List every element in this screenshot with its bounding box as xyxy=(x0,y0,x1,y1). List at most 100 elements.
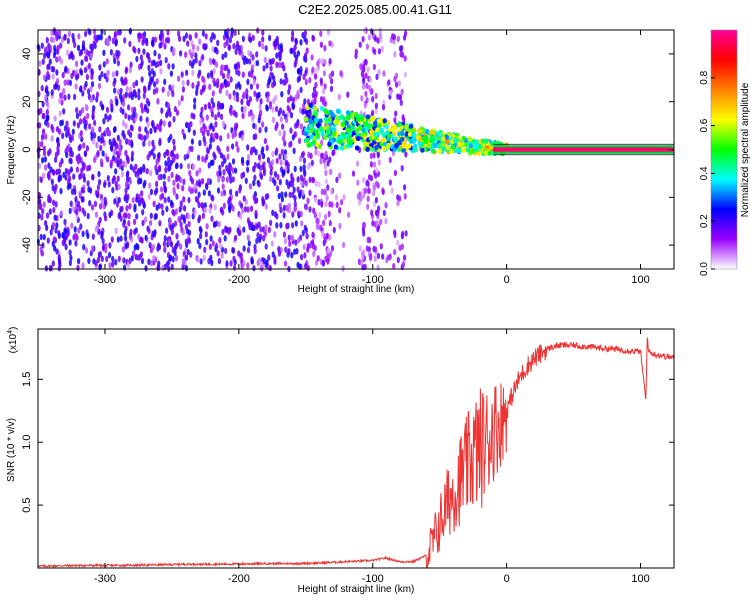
spectrogram-noise-mark xyxy=(314,180,318,187)
spectrogram-signal-mark xyxy=(330,112,335,118)
spectrogram-noise-mark xyxy=(124,149,128,157)
spectrogram-noise-mark xyxy=(266,157,270,164)
spectrogram-signal-mark xyxy=(366,123,372,129)
spectrogram-noise-mark xyxy=(363,27,367,34)
spectrogram-noise-mark xyxy=(82,162,86,169)
spectrogram-noise-mark xyxy=(124,212,128,219)
snr-series-line xyxy=(38,337,674,568)
spectrogram-noise-mark xyxy=(67,93,71,100)
spectrogram-noise-mark xyxy=(81,230,85,237)
spectrogram-noise-mark xyxy=(277,250,282,257)
spectrogram-noise-mark xyxy=(282,65,286,72)
spectrogram-noise-mark xyxy=(40,42,44,49)
spectrogram-signal-mark xyxy=(304,127,309,133)
spectrogram-noise-mark xyxy=(320,201,324,208)
spectrogram-noise-mark xyxy=(119,158,123,165)
spectrogram-noise-mark xyxy=(129,61,133,68)
spectrogram-noise-mark xyxy=(153,49,157,57)
spectrogram-noise-mark xyxy=(397,80,401,87)
spectrogram-noise-mark xyxy=(240,98,244,106)
snr-background xyxy=(38,329,674,568)
spectrogram-noise-mark xyxy=(298,155,303,162)
spectrogram-noise-mark xyxy=(137,88,141,95)
spectrogram-noise-mark xyxy=(54,151,59,158)
spectrogram-noise-mark xyxy=(248,183,253,190)
spectrogram-signal-mark xyxy=(421,136,427,142)
spectrogram-noise-mark xyxy=(124,235,128,242)
spectrogram-noise-mark xyxy=(227,204,232,211)
spectrogram-noise-mark xyxy=(87,257,91,264)
spectrogram-noise-mark xyxy=(122,221,126,228)
spectrogram-noise-mark xyxy=(302,243,306,251)
carrier-band-core xyxy=(493,147,674,152)
spectrogram-noise-mark xyxy=(222,34,227,41)
spectrogram-noise-mark xyxy=(212,33,216,40)
spectrogram-noise-mark xyxy=(246,144,250,151)
spectrogram-noise-mark xyxy=(58,259,62,266)
snr-multiplier-exp: 4 xyxy=(7,330,14,334)
spectrogram-noise-mark xyxy=(209,70,214,77)
spectrogram-signal-mark xyxy=(430,148,436,154)
spectrogram-noise-mark xyxy=(340,199,344,206)
spectrogram-noise-mark xyxy=(165,111,169,119)
spectrogram-noise-mark xyxy=(337,93,341,101)
spectrogram-noise-mark xyxy=(113,198,117,205)
spectrogram-noise-mark xyxy=(205,223,209,230)
spectrogram-noise-mark xyxy=(292,147,296,154)
spectrogram-noise-mark xyxy=(108,242,112,249)
spectrogram-noise-mark xyxy=(363,263,367,271)
spectrogram-noise-mark xyxy=(132,88,137,96)
spectrogram-signal-mark xyxy=(429,129,434,135)
spectrogram-noise-mark xyxy=(382,209,386,217)
spectrogram-noise-mark xyxy=(362,83,366,90)
spectrogram-noise-mark xyxy=(214,114,218,121)
spectrogram-noise-mark xyxy=(304,52,308,59)
spectrogram-noise-mark xyxy=(374,92,378,100)
spectrogram-signal-mark xyxy=(381,132,387,138)
spectrogram-signal-mark xyxy=(393,125,398,131)
spectrogram-noise-mark xyxy=(207,101,211,109)
spectrogram-noise-mark xyxy=(52,206,56,214)
spectrogram-noise-mark xyxy=(102,49,106,56)
spectrogram-noise-mark xyxy=(201,30,205,37)
spectrogram-noise-mark xyxy=(303,35,307,43)
spectrogram-noise-mark xyxy=(212,77,216,84)
spectrogram-noise-mark xyxy=(41,172,46,179)
spectrogram-noise-mark xyxy=(263,231,267,238)
spectrogram-noise-mark xyxy=(142,140,146,147)
spectrogram-noise-mark xyxy=(59,187,63,195)
spectrogram-noise-mark xyxy=(184,32,189,39)
spectrogram-noise-mark xyxy=(229,188,233,196)
spectrogram-signal-mark xyxy=(382,118,387,124)
spectrogram-noise-mark xyxy=(384,202,388,209)
spectrogram-noise-mark xyxy=(369,152,373,160)
spectrogram-noise-mark xyxy=(120,76,124,83)
spectrogram-noise-mark xyxy=(400,88,404,96)
spectrogram-noise-mark xyxy=(216,39,220,46)
spectrogram-noise-mark xyxy=(247,220,251,227)
spectrogram-noise-mark xyxy=(376,152,380,159)
spectrogram-noise-mark xyxy=(95,91,100,98)
spectrogram-noise-mark xyxy=(150,39,155,46)
spectrogram-noise-mark xyxy=(238,83,242,91)
spectrogram-noise-mark xyxy=(305,47,309,54)
spectrogram-noise-mark xyxy=(86,212,90,220)
spectrogram-noise-mark xyxy=(77,258,81,265)
spectrogram-noise-mark xyxy=(316,255,320,262)
spectrogram-noise-mark xyxy=(233,29,237,36)
spectrogram-noise-mark xyxy=(115,99,119,107)
spectrogram-noise-mark xyxy=(242,245,246,252)
spectrogram-noise-mark xyxy=(362,176,366,184)
spectrogram-noise-mark xyxy=(142,36,146,43)
spectrogram-noise-mark xyxy=(361,254,365,261)
spectrogram-noise-mark xyxy=(228,93,232,100)
spectrogram-noise-mark xyxy=(43,156,48,163)
spectrogram-noise-mark xyxy=(251,34,255,42)
spectrogram-noise-mark xyxy=(299,86,303,94)
spectrogram-noise-mark xyxy=(284,72,288,79)
spectrogram-noise-mark xyxy=(228,196,232,203)
spectrogram-noise-mark xyxy=(70,188,75,195)
spectrogram-noise-mark xyxy=(192,163,196,171)
spectrogram-noise-mark xyxy=(111,261,115,268)
spectrogram-noise-mark xyxy=(111,71,115,78)
